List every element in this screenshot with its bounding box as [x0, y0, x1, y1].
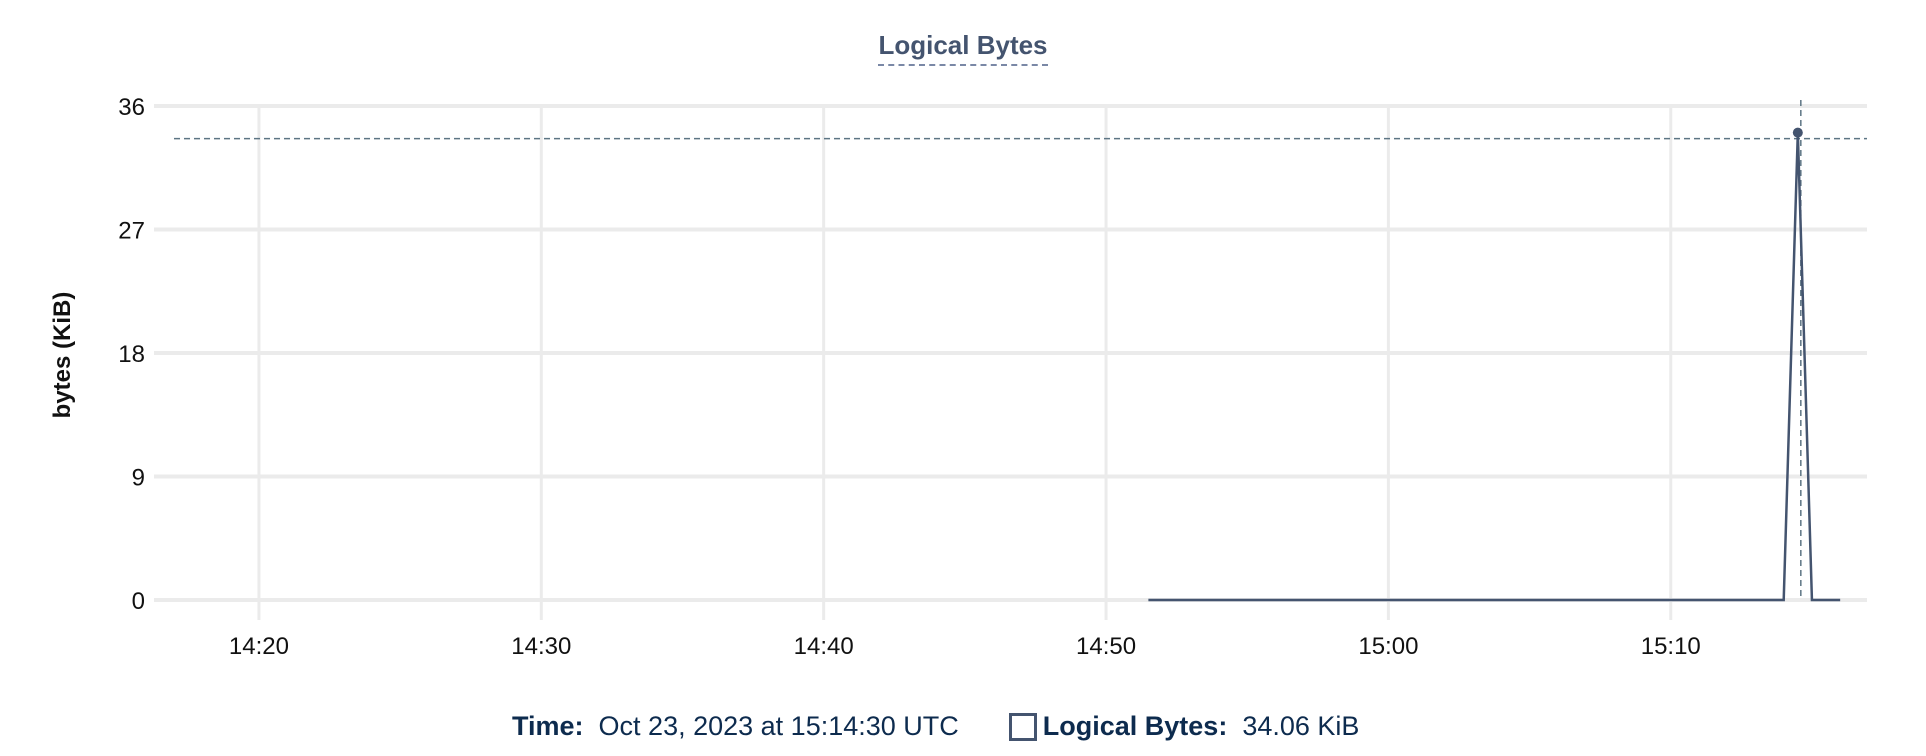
x-tick-label: 15:10 [1641, 633, 1701, 660]
x-tick-label: 14:20 [229, 633, 289, 660]
chart-title: Logical Bytes [0, 30, 1926, 66]
hover-point [1792, 127, 1803, 138]
x-tick-label: 14:40 [794, 633, 854, 660]
y-tick-label: 27 [118, 218, 145, 245]
line-chart: 0 9 18 27 36 14:20 14:30 14:40 14:50 15:00 15:10 by… [49, 94, 1867, 660]
y-tick-label: 36 [118, 94, 145, 121]
y-tick-label: 18 [118, 341, 145, 368]
hover-legend: Time: Oct 23, 2023 at 15:14:30 UTC Logic… [512, 711, 1359, 742]
time-label: Time: [512, 711, 584, 741]
x-tick-label: 14:50 [1076, 633, 1136, 660]
y-tick-label: 0 [132, 588, 145, 615]
series-value: 34.06 KiB [1242, 711, 1360, 741]
y-tick-label: 9 [132, 465, 145, 492]
y-axis-label: bytes (KiB) [49, 292, 76, 419]
series-line [1148, 132, 1841, 602]
x-tick-label: 14:30 [511, 633, 571, 660]
time-value: Oct 23, 2023 at 15:14:30 UTC [598, 711, 959, 741]
series-toggle-checkbox[interactable] [1008, 712, 1037, 741]
x-tick-label: 15:00 [1358, 633, 1418, 660]
series-label: Logical Bytes: [1042, 711, 1228, 741]
